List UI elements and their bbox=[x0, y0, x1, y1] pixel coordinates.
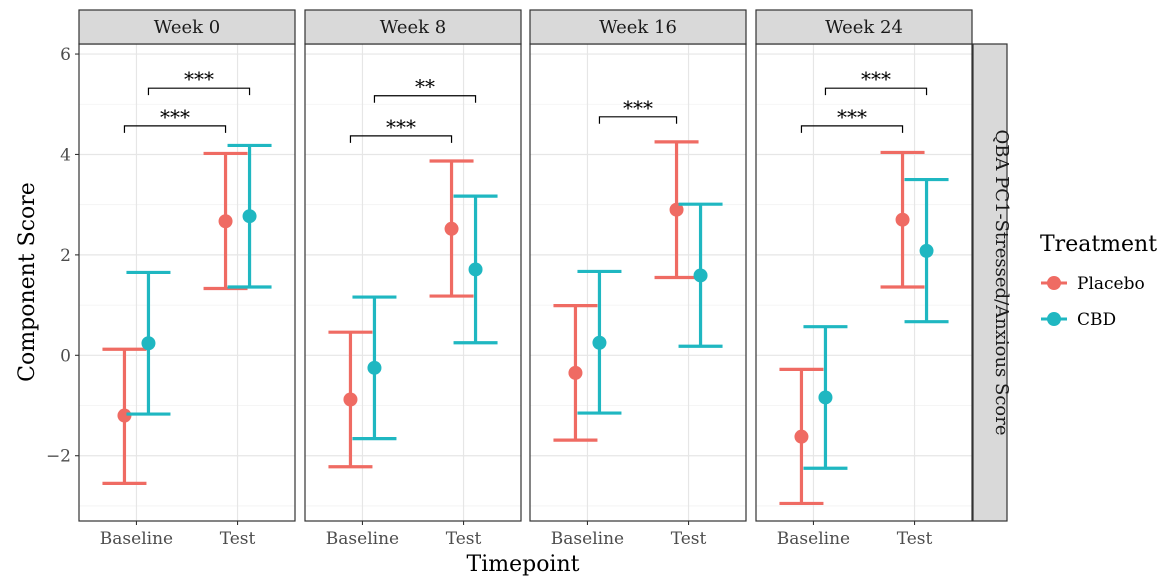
significance-bracket-week-0-0 bbox=[123, 125, 227, 133]
panel-week-16: *** Week 16 Baseline Test bbox=[529, 9, 747, 549]
panel-background bbox=[756, 44, 972, 521]
significance-bracket-week-24-0 bbox=[800, 125, 904, 133]
significance-bracket-week-24-1 bbox=[824, 87, 928, 96]
legend-title: Treatment bbox=[1040, 232, 1157, 257]
point-week-24-placebo-test bbox=[895, 212, 910, 227]
significance-bracket-week-8-0 bbox=[349, 135, 453, 143]
facet-strip-label-week-8: Week 8 bbox=[380, 17, 446, 38]
x-tick-label-week-8-test: Test bbox=[446, 529, 482, 549]
x-tick-label-week-24-test: Test bbox=[897, 529, 933, 549]
point-week-0-placebo-test bbox=[218, 214, 233, 229]
point-week-16-cbd-baseline bbox=[592, 335, 607, 350]
y-tick-label-4: 6 bbox=[60, 45, 71, 65]
row-strip-label: QBA PC1-Stressed/Anxious Score bbox=[991, 129, 1012, 435]
row-strip: QBA PC1-Stressed/Anxious Score bbox=[972, 43, 1012, 522]
legend-item-placebo: Placebo bbox=[1041, 274, 1145, 294]
point-week-8-placebo-baseline bbox=[343, 392, 358, 407]
facet-strip-label-week-24: Week 24 bbox=[825, 17, 903, 38]
x-tick-label-week-0-test: Test bbox=[220, 529, 256, 549]
x-axis-title: Timepoint bbox=[467, 552, 580, 577]
point-week-24-cbd-baseline bbox=[818, 390, 833, 405]
y-tick-label-0: −2 bbox=[46, 447, 71, 467]
legend-key-point-placebo bbox=[1047, 276, 1061, 290]
point-week-16-cbd-test bbox=[693, 268, 708, 283]
y-tick-label-1: 0 bbox=[60, 346, 71, 366]
facet-strip-label-week-0: Week 0 bbox=[154, 17, 220, 38]
significance-bracket-week-8-1 bbox=[373, 95, 477, 103]
significance-label-week-0-0: *** bbox=[160, 105, 190, 129]
significance-label-week-0-1: *** bbox=[184, 67, 214, 91]
point-week-8-placebo-test bbox=[444, 221, 459, 236]
significance-label-week-24-0: *** bbox=[837, 105, 867, 129]
significance-bracket-week-0-1 bbox=[147, 87, 251, 96]
x-tick-label-week-0-baseline: Baseline bbox=[100, 529, 173, 549]
facet-strip-week-16 bbox=[529, 9, 747, 45]
x-tick-label-week-8-baseline: Baseline bbox=[326, 529, 399, 549]
y-tick-label-2: 2 bbox=[60, 246, 71, 266]
x-tick-label-week-16-test: Test bbox=[671, 529, 707, 549]
point-week-8-cbd-baseline bbox=[367, 360, 382, 375]
significance-label-week-8-0: *** bbox=[386, 115, 416, 139]
significance-label-week-24-1: *** bbox=[861, 67, 891, 91]
legend: Treatment Placebo CBD bbox=[1040, 232, 1157, 330]
significance-bracket-week-16-0 bbox=[598, 116, 678, 124]
legend-label-placebo: Placebo bbox=[1077, 274, 1145, 294]
y-axis-title: Component Score bbox=[15, 182, 40, 382]
y-tick-label-3: 4 bbox=[60, 145, 71, 165]
point-week-0-cbd-test bbox=[242, 209, 257, 224]
panel-week-0: *** *** Week 0 Baseline Test bbox=[78, 9, 296, 549]
point-week-24-placebo-baseline bbox=[794, 429, 809, 444]
x-tick-label-week-24-baseline: Baseline bbox=[777, 529, 850, 549]
legend-item-cbd: CBD bbox=[1041, 310, 1116, 330]
facet-strip-week-0 bbox=[78, 9, 296, 45]
x-tick-label-week-16-baseline: Baseline bbox=[551, 529, 624, 549]
significance-label-week-8-1: ** bbox=[415, 75, 435, 99]
point-week-0-placebo-baseline bbox=[117, 408, 132, 423]
point-week-16-placebo-test bbox=[669, 202, 684, 217]
significance-label-week-16-0: *** bbox=[623, 96, 653, 120]
facet-strip-week-24 bbox=[755, 9, 973, 45]
panel-background bbox=[79, 44, 295, 521]
facet-strip-week-8 bbox=[304, 9, 522, 45]
point-week-0-cbd-baseline bbox=[141, 336, 156, 351]
point-week-8-cbd-test bbox=[468, 262, 483, 277]
point-week-24-cbd-test bbox=[919, 243, 934, 258]
panel-background bbox=[305, 44, 521, 521]
legend-label-cbd: CBD bbox=[1077, 310, 1116, 330]
legend-key-point-cbd bbox=[1047, 312, 1061, 326]
facet-strip-label-week-16: Week 16 bbox=[599, 17, 677, 38]
panel-week-24: *** *** Week 24 Baseline Test bbox=[755, 9, 973, 549]
point-week-16-placebo-baseline bbox=[568, 365, 583, 380]
